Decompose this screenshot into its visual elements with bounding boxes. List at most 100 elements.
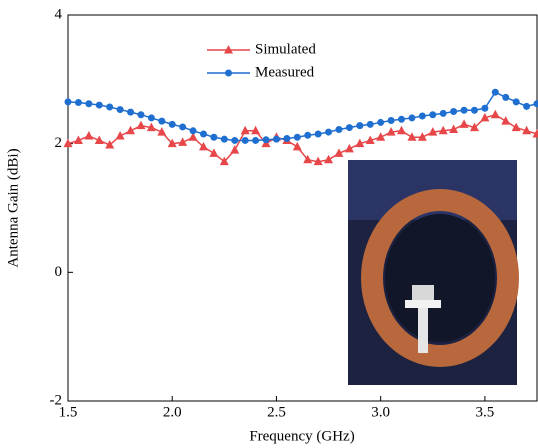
data-point (501, 116, 511, 125)
data-point (304, 131, 312, 139)
data-point (376, 132, 386, 141)
data-point (491, 88, 499, 96)
data-point (386, 127, 396, 136)
data-point (334, 148, 344, 157)
data-point (179, 123, 187, 131)
legend-marker (225, 69, 232, 77)
data-point (283, 135, 291, 143)
data-point (209, 148, 219, 157)
data-point (417, 132, 427, 141)
data-point (157, 127, 167, 136)
series-line (67, 113, 538, 163)
data-point (167, 138, 177, 148)
data-point (168, 120, 176, 128)
data-point (407, 132, 417, 141)
y-tick-label: -2 (50, 392, 63, 408)
y-tick-label: 4 (55, 6, 63, 22)
plot-frame (67, 14, 538, 402)
inset-photo (348, 160, 519, 385)
data-point (522, 125, 532, 135)
x-axis-label: Frequency (GHz) (249, 428, 354, 444)
data-point (397, 125, 407, 135)
data-point (199, 130, 207, 138)
data-point (240, 125, 250, 135)
data-point (63, 138, 73, 148)
data-point (532, 129, 538, 138)
y-tick-label: 0 (55, 264, 63, 280)
data-point (116, 106, 124, 114)
data-point (418, 112, 426, 120)
data-point (198, 141, 208, 151)
data-point (355, 138, 365, 148)
series-line (67, 91, 538, 142)
legend-marker (224, 45, 233, 54)
data-point (262, 136, 270, 144)
data-point (292, 141, 302, 151)
legend-label: Measured (255, 64, 315, 80)
data-point (365, 135, 375, 144)
data-point (303, 154, 313, 164)
data-point (220, 135, 228, 143)
data-point (512, 98, 520, 106)
data-point (74, 98, 82, 106)
data-point (470, 106, 478, 114)
data-point (450, 108, 458, 115)
data-point (272, 135, 280, 143)
data-point (241, 136, 249, 144)
data-point (210, 133, 218, 141)
data-point (64, 98, 72, 106)
data-point (377, 118, 385, 126)
data-point (95, 101, 103, 109)
data-point (387, 117, 395, 125)
data-point (533, 100, 538, 108)
data-point (449, 124, 459, 134)
data-point (230, 145, 240, 154)
data-point (127, 108, 135, 116)
x-tick-label: 3.5 (476, 404, 495, 420)
data-point (231, 136, 239, 144)
x-tick-label: 2.5 (267, 404, 286, 420)
data-point (325, 128, 333, 136)
data-point (147, 114, 155, 122)
data-point (481, 104, 489, 112)
data-point (469, 122, 479, 132)
data-point (73, 135, 83, 144)
data-point (344, 143, 354, 153)
data-point (105, 139, 115, 149)
data-point (251, 125, 261, 135)
data-point (408, 114, 416, 122)
data-point (146, 122, 156, 132)
data-point (480, 112, 490, 122)
data-point (189, 127, 197, 135)
data-point (523, 102, 531, 110)
data-point (438, 125, 448, 135)
data-point (459, 119, 469, 128)
data-point (219, 156, 229, 166)
data-point (85, 100, 93, 108)
data-point (293, 133, 301, 141)
x-tick-label: 2.0 (163, 404, 182, 420)
data-point (428, 127, 438, 136)
x-tick-label: 3.0 (371, 404, 390, 420)
data-point (188, 132, 198, 141)
data-point (178, 137, 188, 146)
data-point (398, 115, 406, 123)
data-point (356, 122, 364, 130)
data-point (126, 125, 136, 135)
data-point (439, 109, 447, 117)
data-point (84, 130, 94, 140)
data-point (502, 93, 510, 101)
data-point (490, 109, 500, 119)
data-point (366, 120, 374, 128)
data-point (460, 106, 468, 114)
y-tick-label: 2 (55, 135, 63, 151)
data-point (511, 122, 521, 132)
data-point (313, 156, 323, 166)
data-point (324, 154, 334, 164)
y-axis-label: Antenna Gain (dBi) (5, 148, 21, 267)
data-point (115, 130, 125, 140)
data-point (335, 126, 343, 134)
data-point (136, 120, 146, 130)
data-point (345, 124, 353, 132)
